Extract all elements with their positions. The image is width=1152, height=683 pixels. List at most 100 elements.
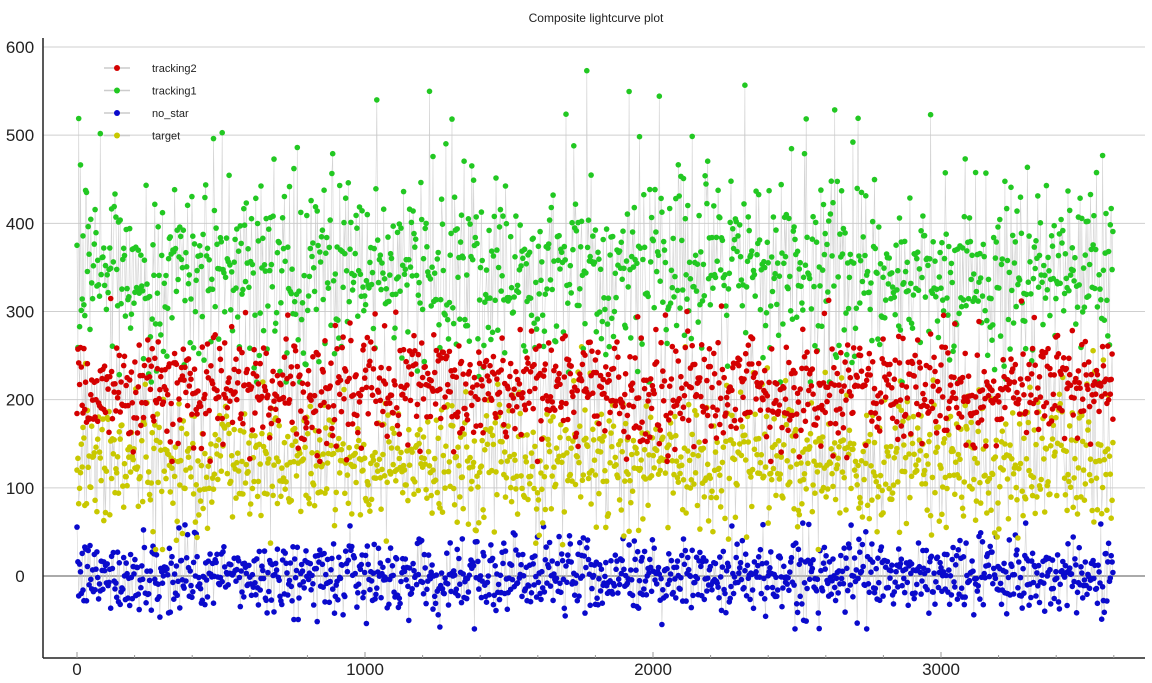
data-point — [888, 443, 894, 450]
data-point — [88, 216, 94, 223]
data-point — [768, 458, 774, 465]
data-point — [607, 409, 613, 416]
data-point — [628, 387, 635, 393]
data-point — [837, 231, 843, 237]
data-point — [1089, 507, 1095, 514]
data-point — [658, 195, 664, 202]
data-point — [723, 312, 730, 319]
data-point — [801, 580, 808, 586]
legend-marker — [114, 65, 120, 71]
data-point — [908, 561, 915, 567]
data-point — [453, 586, 460, 592]
data-point — [584, 244, 591, 251]
data-point — [1017, 194, 1024, 200]
data-point — [1077, 195, 1083, 201]
data-point — [841, 327, 847, 333]
data-point — [857, 352, 864, 359]
data-point — [854, 374, 860, 381]
data-point — [782, 396, 789, 403]
data-point — [501, 540, 507, 546]
data-point — [977, 275, 984, 281]
data-point — [331, 350, 338, 357]
data-point — [877, 261, 884, 267]
data-point — [835, 274, 841, 280]
data-point — [469, 464, 476, 470]
data-point — [456, 555, 462, 562]
data-point — [977, 479, 983, 486]
data-point — [1055, 351, 1062, 357]
data-point — [591, 259, 598, 266]
data-point — [568, 559, 574, 565]
data-point — [157, 439, 163, 446]
data-point — [895, 333, 902, 340]
data-point — [565, 435, 572, 442]
data-point — [520, 551, 526, 558]
data-point — [454, 519, 461, 525]
data-point — [638, 335, 644, 341]
data-point — [517, 222, 523, 228]
data-point — [328, 360, 334, 367]
data-point — [989, 387, 995, 394]
data-point — [648, 214, 655, 221]
data-point — [545, 398, 551, 404]
data-point — [374, 420, 380, 427]
data-point — [226, 172, 232, 179]
data-point — [387, 272, 393, 278]
data-point — [1074, 435, 1081, 442]
data-point — [431, 270, 438, 277]
data-point — [551, 571, 557, 577]
data-point — [524, 432, 530, 438]
data-point — [329, 425, 335, 432]
data-point — [504, 606, 511, 613]
data-point — [634, 368, 641, 375]
data-point — [1066, 287, 1072, 294]
data-point — [232, 236, 238, 243]
data-point — [133, 415, 140, 421]
data-point — [1054, 552, 1061, 558]
data-point — [1067, 272, 1074, 278]
data-point — [1025, 279, 1032, 286]
data-point — [726, 270, 733, 277]
data-point — [443, 141, 449, 147]
data-point — [101, 567, 108, 574]
data-point — [880, 593, 886, 599]
data-point — [163, 272, 169, 279]
data-point — [297, 450, 303, 457]
data-point — [405, 329, 411, 335]
data-point — [1104, 598, 1110, 604]
data-point — [846, 388, 853, 395]
data-point — [545, 441, 552, 448]
data-point — [250, 584, 257, 590]
data-point — [336, 554, 342, 561]
data-point — [314, 452, 321, 459]
data-point — [271, 609, 277, 615]
data-point — [422, 565, 429, 571]
data-point — [422, 225, 429, 232]
data-point — [497, 572, 504, 579]
data-point — [793, 314, 800, 321]
data-point — [717, 421, 723, 428]
data-point — [128, 369, 135, 375]
data-point — [438, 570, 445, 576]
data-point — [992, 454, 999, 460]
data-point — [794, 524, 801, 530]
data-point — [737, 559, 744, 566]
data-point — [1028, 484, 1035, 490]
data-point — [613, 398, 619, 405]
data-point — [621, 566, 627, 573]
data-point — [1075, 368, 1082, 374]
data-point — [243, 461, 250, 468]
data-point — [447, 252, 454, 258]
data-point — [241, 594, 247, 600]
data-point — [535, 497, 542, 503]
data-point — [183, 264, 190, 270]
data-point — [150, 413, 156, 420]
data-point — [842, 609, 848, 615]
data-point — [588, 172, 594, 178]
data-point — [433, 347, 440, 354]
data-point — [104, 272, 110, 278]
data-point — [666, 551, 672, 557]
data-point — [563, 400, 569, 407]
data-point — [320, 584, 327, 590]
data-point — [381, 323, 388, 329]
